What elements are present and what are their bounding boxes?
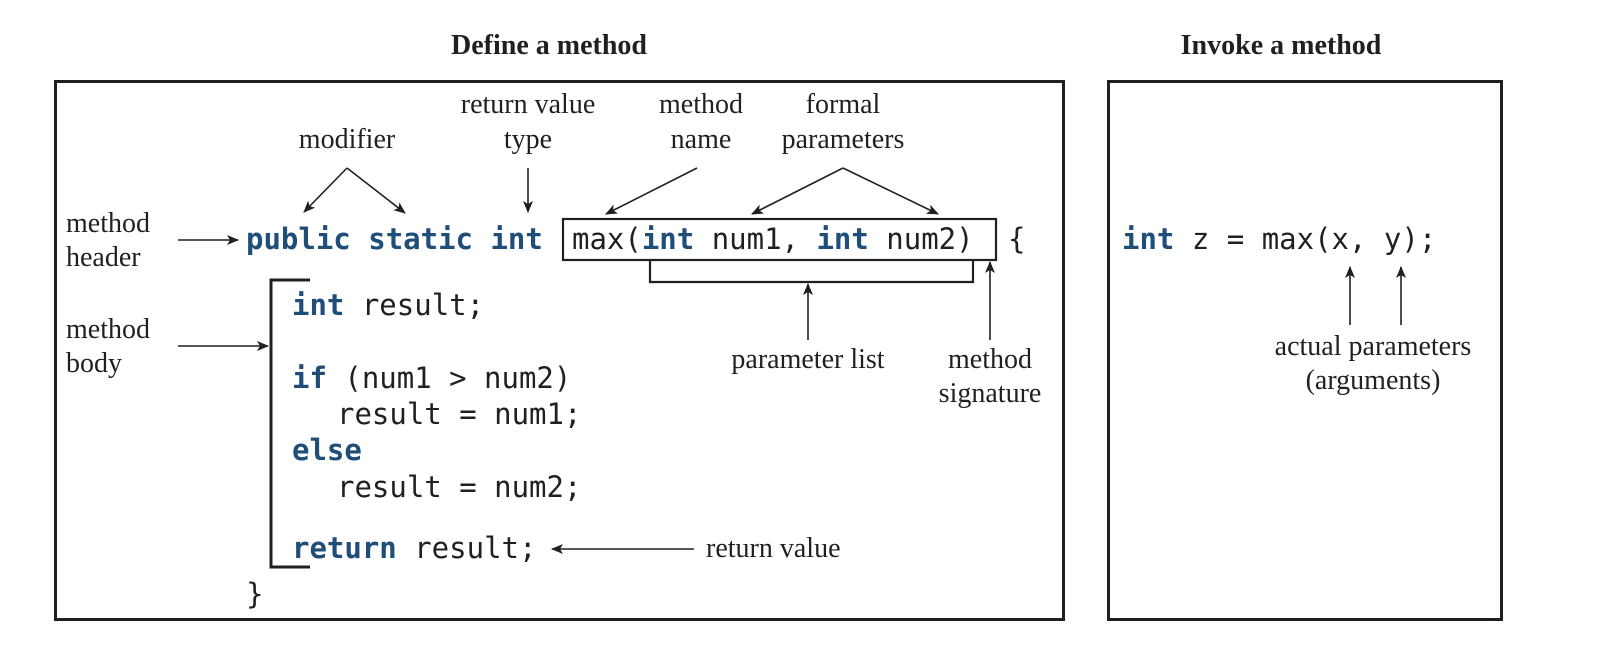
method-name-label-line2: name [670, 124, 732, 155]
body-line-assign-1: result = num1; [337, 397, 582, 431]
invoke-panel [1107, 80, 1503, 621]
if-condition: (num1 > num2) [326, 361, 572, 395]
body-line-declare: int result; [292, 288, 484, 322]
formal-param-arrow-1 [751, 167, 844, 215]
open-brace: { [1008, 222, 1026, 256]
method-signature-code: max(int num1, int num2) [572, 222, 974, 256]
parameter-list-bracket [648, 260, 975, 284]
actual-params-label-line2: (arguments) [1305, 365, 1441, 396]
invoke-heading: Invoke a method [1180, 30, 1382, 61]
method-header-label-line1: method [66, 208, 150, 239]
declare-rest: result; [344, 288, 485, 322]
body-line-else: else [292, 433, 362, 467]
close-brace: } [246, 577, 264, 611]
method-body-label-line2: body [66, 348, 122, 379]
actual-params-label-line1: actual parameters [1274, 331, 1472, 362]
define-panel [54, 80, 1065, 621]
invoke-call: z = max(x, y); [1174, 222, 1437, 256]
parameter-list-label: parameter list [731, 344, 885, 375]
define-heading: Define a method [451, 30, 647, 61]
method-body-label-line1: method [66, 314, 150, 345]
param1-name: num1, [694, 222, 817, 256]
keyword-return: return [292, 531, 397, 565]
keyword-int-return-type: int [490, 222, 543, 256]
return-rest: result; [396, 531, 537, 565]
keyword-else: else [292, 433, 362, 467]
method-signature-label-line1: method [948, 344, 1032, 375]
body-line-if: if (num1 > num2) [292, 361, 571, 395]
method-body-bracket [269, 278, 310, 569]
method-name-arrow [605, 167, 698, 215]
return-type-label-line2: type [503, 124, 553, 155]
invoke-code: int z = max(x, y); [1122, 222, 1436, 256]
keyword-public: public [246, 222, 351, 256]
modifier-arrow-public [303, 167, 348, 213]
formal-params-label-line2: parameters [781, 124, 905, 155]
method-header-label-line2: header [66, 242, 141, 273]
invoke-keyword-int: int [1122, 222, 1175, 256]
formal-params-label-line1: formal [805, 89, 881, 120]
method-signature-label-line2: signature [938, 378, 1042, 409]
formal-param-arrow-2 [842, 167, 939, 215]
method-name-label-line1: method [659, 89, 743, 120]
modifier-arrow-static [346, 167, 406, 214]
keyword-static: static [368, 222, 473, 256]
return-type-label-line1: return value [460, 89, 596, 120]
method-header-code: public static int [246, 222, 543, 256]
param1-type: int [641, 222, 695, 256]
body-line-assign-2: result = num2; [337, 470, 582, 504]
body-line-return: return result; [292, 531, 536, 565]
param2-type: int [816, 222, 869, 256]
keyword-if: if [292, 361, 327, 395]
return-value-label: return value [706, 533, 841, 564]
method-name-code: max( [572, 222, 642, 256]
param2-name: num2) [868, 222, 974, 256]
keyword-int: int [292, 288, 345, 322]
modifier-label: modifier [298, 124, 396, 155]
method-signature-box [561, 217, 998, 262]
